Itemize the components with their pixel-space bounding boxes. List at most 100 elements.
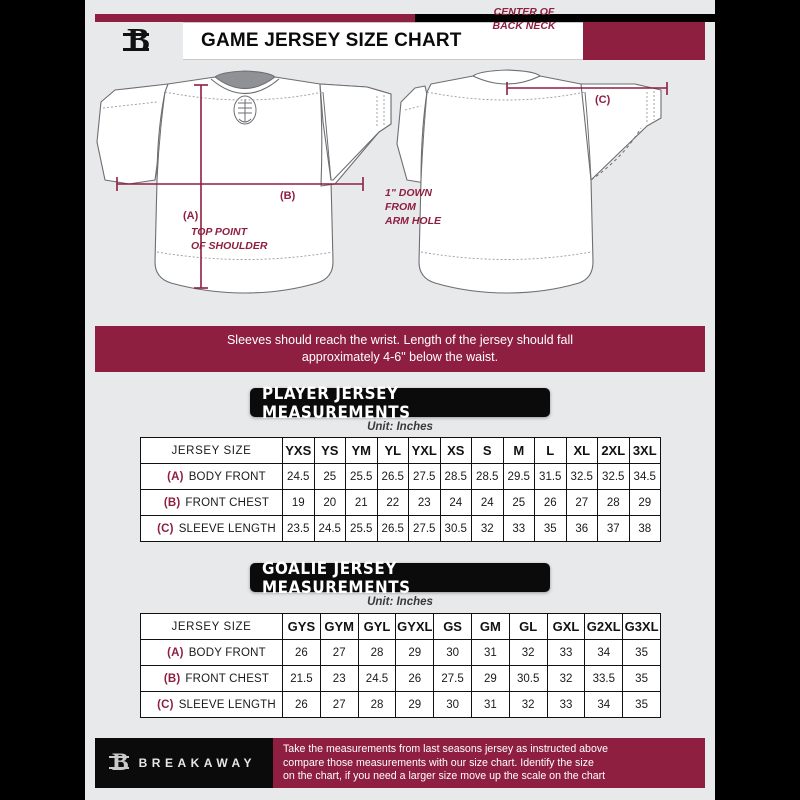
goalie-measurements-table: JERSEY SIZE GYS GYM GYL GYXL GS GM GL GXL G2XL G3… xyxy=(140,613,661,718)
fit-note-line1: Sleeves should reach the wrist. Length o… xyxy=(226,333,574,347)
player-cell-2-0: 23.5 xyxy=(282,515,315,542)
goalie-cell-2-1: 27 xyxy=(319,691,359,718)
player-first-col-header: JERSEY SIZE xyxy=(140,437,283,464)
player-cell-0-1: 25 xyxy=(313,463,346,490)
player-size-header-xs: XS xyxy=(439,437,472,464)
player-cell-2-8: 35 xyxy=(534,515,567,542)
goalie-cell-2-6: 32 xyxy=(508,691,548,718)
player-cell-2-6: 32 xyxy=(471,515,504,542)
player-cell-2-2: 25.5 xyxy=(345,515,378,542)
player-cell-0-9: 32.5 xyxy=(565,463,598,490)
goalie-cell-2-9: 35 xyxy=(622,691,661,718)
front-stitching xyxy=(102,91,385,260)
player-cell-1-1: 20 xyxy=(313,489,346,516)
back-body xyxy=(418,75,594,294)
goalie-table-body: (A) BODY FRONT 26 27 28 29 30 31 32 33 34 35 (B) FRON… xyxy=(140,639,661,718)
front-laces xyxy=(233,95,257,125)
player-cell-2-11: 38 xyxy=(628,515,661,542)
fit-note-line2: approximately 4-6" below the waist. xyxy=(301,350,499,364)
player-cell-1-2: 21 xyxy=(345,489,378,516)
center-back-neck-line2: BACK NECK xyxy=(492,19,556,32)
front-body xyxy=(154,76,334,294)
label-a-desc-line2: OF SHOULDER xyxy=(191,239,268,252)
goalie-size-header-gl: GL xyxy=(508,613,548,640)
label-c: (C) xyxy=(595,94,611,106)
front-measure-lines xyxy=(116,84,364,289)
player-section-title-pill: PLAYER JERSEY MEASUREMENTS xyxy=(250,384,550,422)
player-cell-1-7: 25 xyxy=(502,489,535,516)
center-back-neck-label: CENTER OF BACK NECK xyxy=(469,6,579,33)
player-cell-1-8: 26 xyxy=(534,489,567,516)
goalie-row-label-2: (C) SLEEVE LENGTH xyxy=(140,691,283,718)
player-cell-0-5: 28.5 xyxy=(439,463,472,490)
player-row-label-1: (B) FRONT CHEST xyxy=(140,489,283,516)
header-maroon-block xyxy=(583,22,705,60)
player-cell-2-10: 37 xyxy=(597,515,630,542)
fit-note-banner: Sleeves should reach the wrist. Length o… xyxy=(95,326,705,372)
goalie-cell-2-8: 34 xyxy=(584,691,624,718)
goalie-cell-1-4: 27.5 xyxy=(433,665,472,692)
goalie-cell-0-0: 26 xyxy=(282,639,321,666)
front-left-sleeve xyxy=(96,83,169,185)
front-collar-inner xyxy=(214,70,276,89)
goalie-cell-0-5: 31 xyxy=(470,639,510,666)
goalie-row-tag-0: (A) xyxy=(167,646,184,659)
player-row-tag-1: (B) xyxy=(163,496,181,509)
goalie-cell-1-9: 35 xyxy=(622,665,661,692)
player-table-header-row: JERSEY SIZE YXS YS YM YL YXL XS S M L XL 2XL 3XL xyxy=(140,437,661,464)
footer-wordmark: BREAKAWAY xyxy=(138,756,257,770)
player-table-body: (A) BODY FRONT 24.5 25 25.5 26.5 27.5 28.5 28.5 2… xyxy=(140,463,661,542)
goalie-cell-0-2: 28 xyxy=(357,639,397,666)
page-title-banner: GAME JERSEY SIZE CHART xyxy=(183,22,583,60)
front-right-sleeve xyxy=(319,83,392,181)
goalie-cell-2-2: 28 xyxy=(357,691,397,718)
back-measure-line-c xyxy=(506,82,668,95)
front-collar-seam xyxy=(210,78,280,95)
goalie-cell-1-8: 33.5 xyxy=(584,665,624,692)
center-back-neck-line1: CENTER OF xyxy=(493,6,555,18)
player-row-label-0: (A) BODY FRONT xyxy=(140,463,283,490)
player-size-header-yl: YL xyxy=(376,437,409,464)
player-size-header-yxs: YXS xyxy=(282,437,315,464)
player-cell-1-0: 19 xyxy=(282,489,315,516)
goalie-cell-2-3: 29 xyxy=(395,691,435,718)
back-right-sleeve xyxy=(580,83,662,181)
table-row: (A) BODY FRONT 24.5 25 25.5 26.5 27.5 28.5 28.5 2… xyxy=(140,463,661,490)
page-title: GAME JERSEY SIZE CHART xyxy=(201,30,462,51)
goalie-size-header-gym: GYM xyxy=(319,613,359,640)
footer-instructions: Take the measurements from last seasons … xyxy=(273,738,705,788)
goalie-size-header-gxl: GXL xyxy=(546,613,586,640)
player-cell-0-11: 34.5 xyxy=(628,463,661,490)
player-size-header-s: S xyxy=(471,437,504,464)
player-cell-1-4: 23 xyxy=(408,489,441,516)
player-cell-1-9: 27 xyxy=(565,489,598,516)
player-cell-0-2: 25.5 xyxy=(345,463,378,490)
jersey-illustration: (B) 1" DOWN FROM ARM HOLE (A) TOP POINT … xyxy=(95,6,705,320)
label-a-description: TOP POINT OF SHOULDER xyxy=(191,226,267,253)
player-cell-2-9: 36 xyxy=(565,515,598,542)
goalie-cell-1-6: 30.5 xyxy=(508,665,548,692)
goalie-cell-2-5: 31 xyxy=(470,691,510,718)
player-cell-0-4: 27.5 xyxy=(408,463,441,490)
player-cell-0-3: 26.5 xyxy=(376,463,409,490)
front-shoulder-seams xyxy=(156,91,332,181)
player-size-header-xl: XL xyxy=(565,437,598,464)
player-cell-1-5: 24 xyxy=(439,489,472,516)
goalie-cell-0-9: 35 xyxy=(622,639,661,666)
player-size-header-ys: YS xyxy=(313,437,346,464)
header-rule xyxy=(85,14,715,22)
goalie-section-title-pill: GOALIE JERSEY MEASUREMENTS xyxy=(250,559,550,597)
goalie-cell-1-3: 26 xyxy=(395,665,435,692)
goalie-row-tag-2: (C) xyxy=(157,698,174,711)
goalie-cell-1-2: 24.5 xyxy=(357,665,397,692)
goalie-size-header-gys: GYS xyxy=(282,613,321,640)
goalie-cell-0-6: 32 xyxy=(508,639,548,666)
player-size-header-m: M xyxy=(502,437,535,464)
player-cell-0-0: 24.5 xyxy=(282,463,315,490)
table-row: (B) FRONT CHEST 21.5 23 24.5 26 27.5 29 30.5 32 33… xyxy=(140,665,661,692)
goalie-cell-1-7: 32 xyxy=(546,665,586,692)
goalie-row-tag-1: (B) xyxy=(163,672,181,685)
header-row: B GAME JERSEY SIZE CHART xyxy=(85,22,715,60)
goalie-row-label-0: (A) BODY FRONT xyxy=(140,639,283,666)
